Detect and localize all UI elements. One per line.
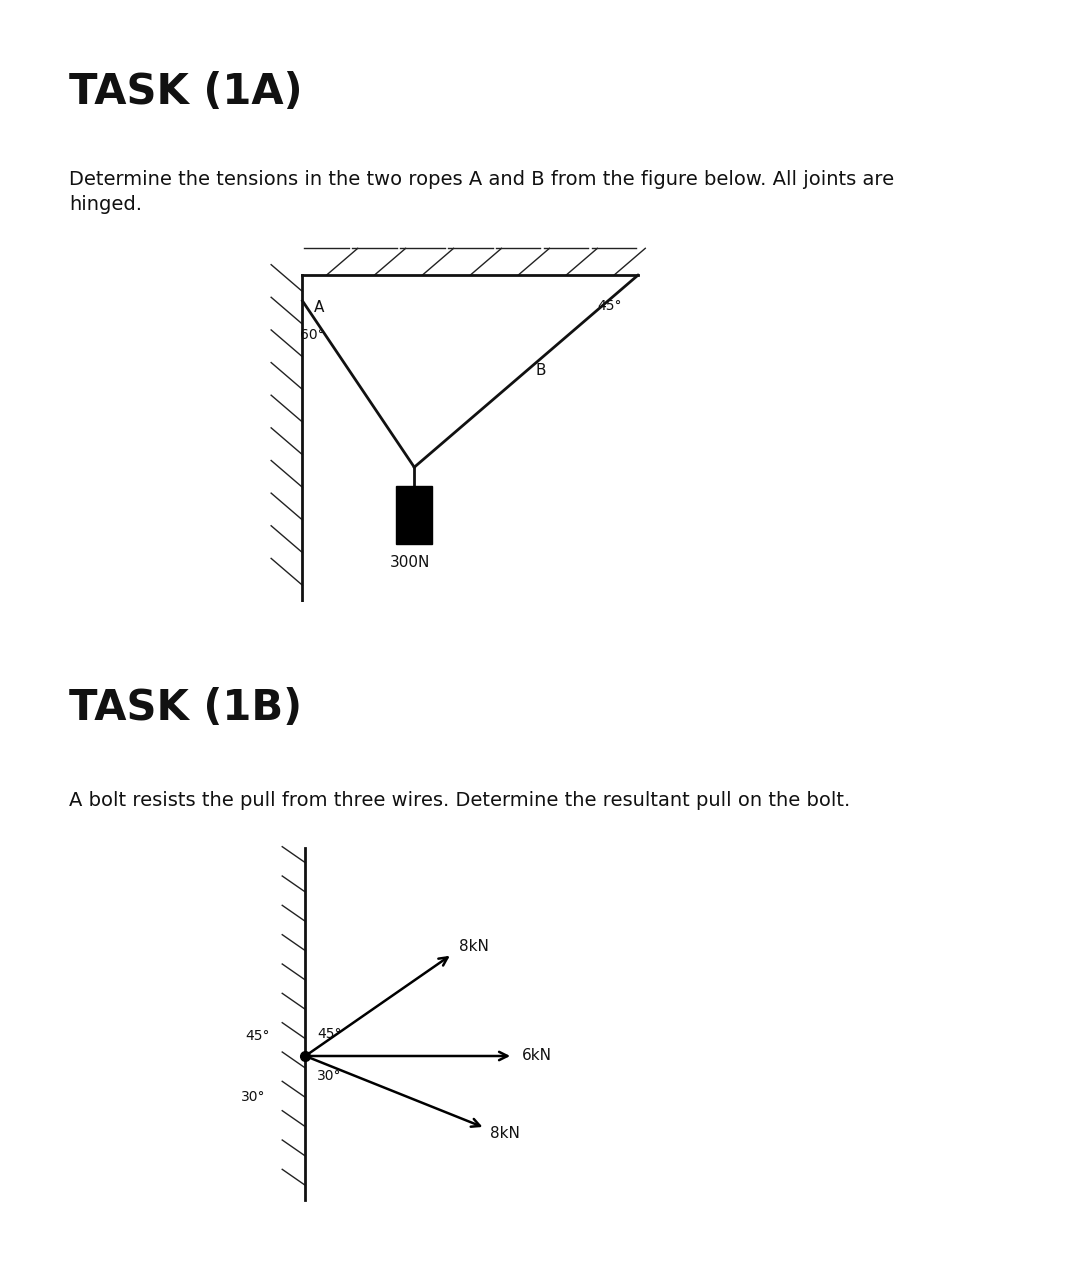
Text: hinged.: hinged. (69, 196, 143, 214)
Text: 300N: 300N (390, 556, 430, 570)
Text: TASK (1B): TASK (1B) (69, 687, 302, 728)
Bar (396, 486, 432, 544)
Text: 30°: 30° (241, 1089, 265, 1103)
Text: 8kN: 8kN (490, 1125, 520, 1140)
Text: B: B (535, 364, 545, 378)
Text: Determine the tensions in the two ropes A and B from the figure below. All joint: Determine the tensions in the two ropes … (69, 170, 895, 188)
Text: 45°: 45° (597, 298, 622, 312)
Text: TASK (1A): TASK (1A) (69, 72, 302, 113)
Text: 60°: 60° (300, 329, 325, 342)
Text: 30°: 30° (317, 1069, 342, 1083)
Text: 6kN: 6kN (522, 1048, 553, 1064)
Text: 45°: 45° (245, 1029, 269, 1043)
Text: 8kN: 8kN (459, 940, 489, 954)
Text: A bolt resists the pull from three wires. Determine the resultant pull on the bo: A bolt resists the pull from three wires… (69, 791, 851, 809)
Text: 45°: 45° (317, 1028, 342, 1042)
Text: A: A (313, 301, 324, 315)
